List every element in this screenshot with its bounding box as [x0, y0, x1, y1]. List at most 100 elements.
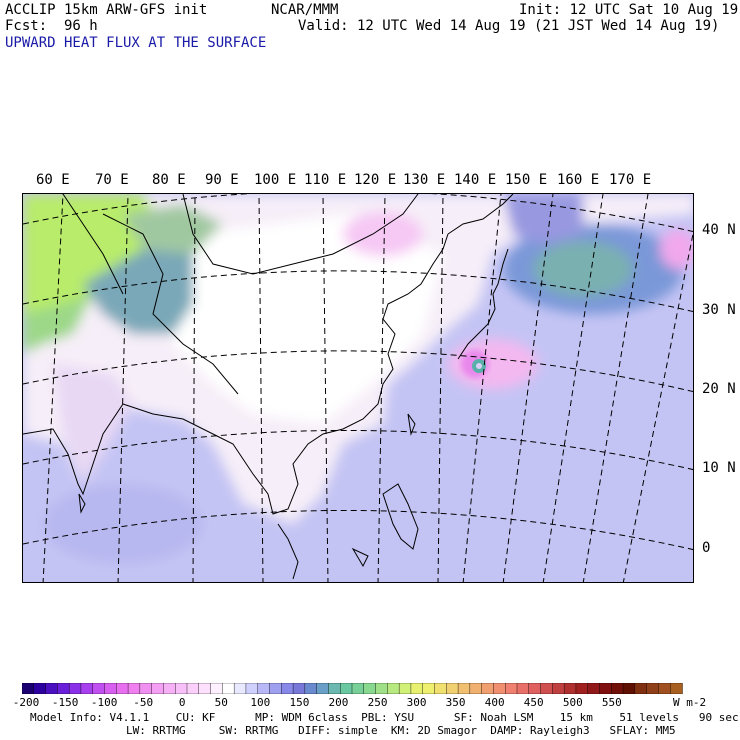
colorbar-tick-label: 100 — [250, 696, 271, 709]
colorbar-swatch — [670, 683, 683, 694]
lat-label-0: 0 — [702, 540, 711, 556]
colorbar-swatch — [104, 683, 117, 694]
colorbar-swatch — [210, 683, 224, 694]
forecast-hour: 96 h — [64, 18, 98, 34]
colorbar-swatch — [446, 683, 459, 694]
lon-label-160: 160 E — [557, 172, 600, 188]
colorbar-swatch — [457, 683, 471, 694]
colorbar-swatch — [304, 683, 318, 694]
colorbar-swatch — [198, 683, 212, 694]
colorbar-swatch — [245, 683, 259, 694]
colorbar-tick-label: 400 — [484, 696, 505, 709]
valid-time: Valid: 12 UTC Wed 14 Aug 19 (21 JST Wed … — [298, 18, 720, 34]
colorbar-swatch — [634, 683, 648, 694]
colorbar-swatch — [505, 683, 518, 694]
colorbar-tick-label: 200 — [328, 696, 349, 709]
colorbar-swatch — [516, 683, 530, 694]
colorbar-tick-label: -200 — [12, 696, 40, 709]
colorbar-swatch — [540, 683, 554, 694]
colorbar-tick-label: 150 — [289, 696, 310, 709]
colorbar-swatch — [552, 683, 565, 694]
colorbar-swatch — [375, 683, 389, 694]
colorbar-swatch — [646, 683, 660, 694]
colorbar-swatch — [68, 683, 82, 694]
lat-label-30: 30 N — [702, 302, 736, 318]
colorbar-swatch — [116, 683, 129, 694]
lat-label-10: 10 N — [702, 460, 736, 476]
heat-flux-map — [23, 194, 693, 582]
colorbar-swatch — [233, 683, 247, 694]
colorbar-swatch — [363, 683, 377, 694]
colorbar-swatch — [422, 683, 436, 694]
colorbar-units: W m-2 — [673, 696, 707, 709]
lon-label-170: 170 E — [609, 172, 652, 188]
colorbar-swatch — [92, 683, 106, 694]
model-title: ACCLIP 15km ARW-GFS init — [5, 2, 208, 18]
lon-label-110: 110 E — [304, 172, 347, 188]
colorbar-tick-label: 450 — [523, 696, 544, 709]
field-title: UPWARD HEAT FLUX AT THE SURFACE — [5, 35, 267, 51]
colorbar-tick-label: 550 — [601, 696, 622, 709]
coastlines — [23, 194, 514, 580]
forecast-label: Fcst: — [5, 18, 48, 34]
lon-label-140: 140 E — [454, 172, 497, 188]
colorbar-swatch — [316, 683, 330, 694]
colorbar-swatch — [575, 683, 589, 694]
colorbar-swatch — [186, 683, 200, 694]
colorbar-swatch — [599, 683, 612, 694]
colorbar-swatch — [434, 683, 447, 694]
init-time: Init: 12 UTC Sat 10 Aug 19 — [519, 2, 739, 18]
colorbar-swatch — [269, 683, 282, 694]
map-panel — [22, 193, 694, 583]
colorbar-swatch — [611, 683, 624, 694]
colorbar-swatch — [80, 683, 94, 694]
colorbar-swatch — [139, 683, 153, 694]
colorbar-tick-label: 300 — [406, 696, 427, 709]
lon-label-70: 70 E — [95, 172, 129, 188]
colorbar-swatch — [33, 683, 47, 694]
colorbar-swatch — [57, 683, 70, 694]
lon-label-150: 150 E — [505, 172, 548, 188]
lon-label-100: 100 E — [254, 172, 297, 188]
colorbar-swatch — [528, 683, 542, 694]
lat-lon-grid — [23, 194, 693, 582]
colorbar-swatch — [398, 683, 412, 694]
colorbar-swatch — [292, 683, 306, 694]
colorbar — [22, 683, 683, 694]
colorbar-swatch — [45, 683, 59, 694]
colorbar-swatch — [493, 683, 506, 694]
colorbar-swatch — [222, 683, 235, 694]
lon-label-120: 120 E — [354, 172, 397, 188]
model-info-line-2: LW: RRTMG SW: RRTMG DIFF: simple KM: 2D … — [126, 724, 676, 737]
colorbar-swatch — [151, 683, 165, 694]
colorbar-swatch — [22, 683, 35, 694]
colorbar-swatch — [257, 683, 271, 694]
lat-label-40: 40 N — [702, 222, 736, 238]
lon-label-60: 60 E — [36, 172, 70, 188]
colorbar-tick-label: 250 — [367, 696, 388, 709]
colorbar-swatch — [410, 683, 424, 694]
colorbar-swatch — [340, 683, 353, 694]
colorbar-swatch — [175, 683, 188, 694]
colorbar-swatch — [328, 683, 341, 694]
lat-label-20: 20 N — [702, 381, 736, 397]
colorbar-swatch — [127, 683, 141, 694]
colorbar-tick-label: 350 — [445, 696, 466, 709]
colorbar-swatch — [469, 683, 483, 694]
colorbar-swatch — [351, 683, 365, 694]
colorbar-tick-label: -100 — [90, 696, 118, 709]
model-info-line-1: Model Info: V4.1.1 CU: KF MP: WDM 6class… — [30, 711, 739, 724]
flux-shading — [23, 194, 693, 564]
colorbar-tick-label: -50 — [133, 696, 154, 709]
colorbar-swatch — [163, 683, 176, 694]
colorbar-tick-label: 50 — [214, 696, 228, 709]
colorbar-swatch — [281, 683, 294, 694]
colorbar-swatch — [587, 683, 601, 694]
center-label: NCAR/MMM — [271, 2, 339, 18]
colorbar-swatch — [563, 683, 577, 694]
lon-label-90: 90 E — [205, 172, 239, 188]
lon-label-130: 130 E — [403, 172, 446, 188]
colorbar-swatch — [387, 683, 400, 694]
colorbar-tick-label: -150 — [51, 696, 79, 709]
colorbar-swatch — [481, 683, 495, 694]
